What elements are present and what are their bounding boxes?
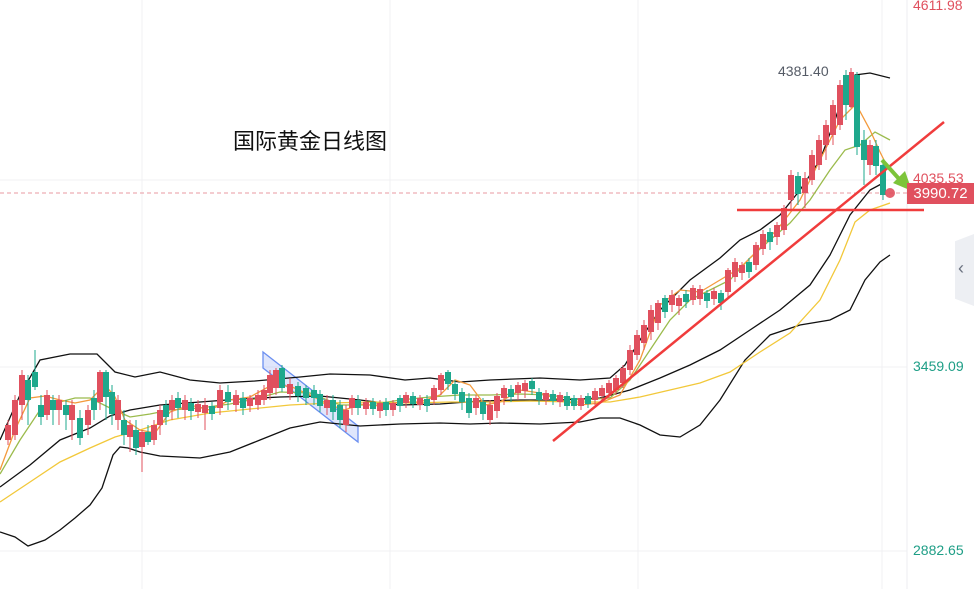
chart-title: 国际黄金日线图 (233, 130, 388, 155)
bollinger-middle (0, 181, 886, 488)
current-price-tag: 3990.72 (907, 183, 974, 204)
collapse-panel-button[interactable]: ‹ (955, 234, 974, 306)
gridlines (0, 0, 907, 589)
axis-tick-top: 4611.98 (913, 0, 963, 13)
high-price-label: 4381.40 (778, 63, 829, 79)
axis-tick-4035: 4035.53 (913, 170, 964, 186)
ma-short (0, 102, 889, 471)
candles (5, 68, 886, 472)
current-price-dot (885, 188, 895, 198)
chevron-left-icon: ‹ (958, 258, 964, 278)
bollinger-lower (0, 254, 891, 547)
axis-tick-2882: 2882.65 (913, 542, 964, 558)
axis-tick-3459: 3459.09 (913, 358, 964, 374)
ascending-trendline (552, 121, 945, 442)
